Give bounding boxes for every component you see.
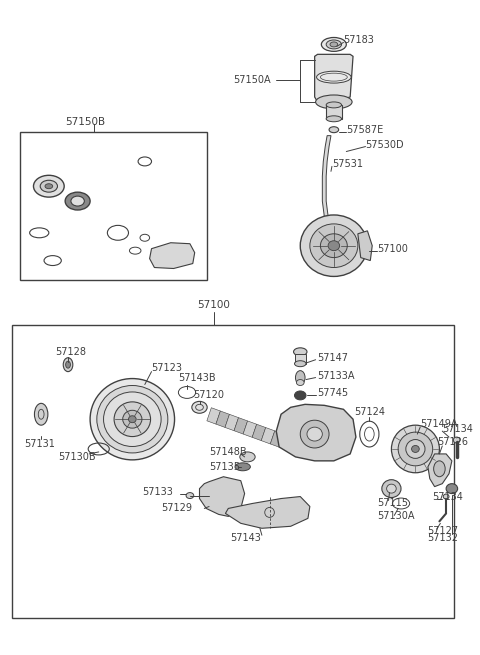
Ellipse shape xyxy=(295,391,306,400)
Ellipse shape xyxy=(317,71,351,83)
Text: 57183: 57183 xyxy=(344,35,374,45)
Text: 57149A: 57149A xyxy=(420,419,458,429)
Polygon shape xyxy=(200,477,245,516)
Ellipse shape xyxy=(386,484,396,493)
Polygon shape xyxy=(279,434,293,451)
Text: 57100: 57100 xyxy=(377,244,408,253)
Ellipse shape xyxy=(35,403,48,425)
Ellipse shape xyxy=(300,215,367,276)
Text: 57134: 57134 xyxy=(432,491,463,502)
Ellipse shape xyxy=(294,348,307,356)
Ellipse shape xyxy=(71,196,84,206)
Ellipse shape xyxy=(328,241,340,251)
Text: 57128: 57128 xyxy=(56,346,86,357)
Text: 57130B: 57130B xyxy=(59,452,96,462)
Ellipse shape xyxy=(66,361,71,368)
Text: 57587E: 57587E xyxy=(347,124,384,135)
Polygon shape xyxy=(358,231,372,261)
Polygon shape xyxy=(315,54,353,102)
Ellipse shape xyxy=(433,461,445,477)
Ellipse shape xyxy=(45,184,53,189)
Text: 57115: 57115 xyxy=(377,498,408,508)
Ellipse shape xyxy=(316,95,352,109)
Polygon shape xyxy=(261,428,275,444)
Ellipse shape xyxy=(326,40,342,49)
Text: 57127: 57127 xyxy=(427,526,458,536)
Polygon shape xyxy=(270,431,284,447)
Text: 57131: 57131 xyxy=(24,439,55,449)
Polygon shape xyxy=(428,454,452,487)
Text: 57120: 57120 xyxy=(193,390,224,400)
Ellipse shape xyxy=(406,440,425,458)
Ellipse shape xyxy=(321,234,348,257)
Text: 57745: 57745 xyxy=(318,388,348,398)
Polygon shape xyxy=(276,404,356,461)
Text: 57143: 57143 xyxy=(230,533,261,543)
Text: 57143B: 57143B xyxy=(179,373,216,383)
Ellipse shape xyxy=(382,479,401,498)
Bar xyxy=(326,105,342,119)
Text: 57531: 57531 xyxy=(332,159,363,170)
Ellipse shape xyxy=(398,432,432,466)
Ellipse shape xyxy=(326,102,342,108)
Text: 57129: 57129 xyxy=(161,504,192,514)
Ellipse shape xyxy=(296,371,305,384)
Ellipse shape xyxy=(326,116,342,122)
Text: 57530D: 57530D xyxy=(365,140,404,149)
Polygon shape xyxy=(207,407,220,424)
Ellipse shape xyxy=(65,192,90,210)
Text: 57133A: 57133A xyxy=(318,371,355,381)
Polygon shape xyxy=(225,415,239,431)
Text: 57135: 57135 xyxy=(209,462,240,472)
Ellipse shape xyxy=(123,410,142,428)
Text: 57124: 57124 xyxy=(354,407,385,417)
Text: 57126: 57126 xyxy=(437,437,468,447)
Ellipse shape xyxy=(63,358,73,371)
Text: 57132: 57132 xyxy=(427,533,458,543)
Ellipse shape xyxy=(322,37,347,51)
Ellipse shape xyxy=(114,402,151,437)
Polygon shape xyxy=(150,243,195,269)
Bar xyxy=(295,354,306,364)
Ellipse shape xyxy=(330,42,338,47)
Ellipse shape xyxy=(453,437,460,443)
Text: 57133: 57133 xyxy=(142,487,173,496)
Ellipse shape xyxy=(97,386,168,453)
Polygon shape xyxy=(226,496,310,529)
Ellipse shape xyxy=(446,483,457,494)
Ellipse shape xyxy=(295,361,306,367)
Ellipse shape xyxy=(329,126,339,133)
Text: 57123: 57123 xyxy=(152,363,182,373)
Text: 57150B: 57150B xyxy=(65,117,105,127)
Ellipse shape xyxy=(90,379,175,460)
Ellipse shape xyxy=(40,180,58,192)
Ellipse shape xyxy=(104,392,161,447)
Ellipse shape xyxy=(300,421,329,448)
Polygon shape xyxy=(216,411,229,428)
Ellipse shape xyxy=(240,452,255,462)
Ellipse shape xyxy=(391,425,439,473)
Ellipse shape xyxy=(192,402,207,413)
Text: 57150A: 57150A xyxy=(233,75,271,85)
Polygon shape xyxy=(323,136,331,226)
Text: 57148B: 57148B xyxy=(209,447,247,457)
Text: 57147: 57147 xyxy=(318,353,348,363)
Text: 57130A: 57130A xyxy=(377,512,415,521)
Ellipse shape xyxy=(235,463,251,471)
Ellipse shape xyxy=(411,445,419,453)
Ellipse shape xyxy=(307,427,323,441)
Ellipse shape xyxy=(443,494,449,499)
Polygon shape xyxy=(243,421,257,438)
Ellipse shape xyxy=(297,379,304,386)
Polygon shape xyxy=(234,418,248,434)
Ellipse shape xyxy=(310,224,358,267)
Ellipse shape xyxy=(34,176,64,197)
Text: 57100: 57100 xyxy=(197,300,230,310)
Ellipse shape xyxy=(129,416,136,422)
Bar xyxy=(12,325,454,618)
Polygon shape xyxy=(252,424,266,441)
Ellipse shape xyxy=(186,493,194,498)
Text: 57134: 57134 xyxy=(442,424,473,434)
Bar xyxy=(20,132,207,280)
